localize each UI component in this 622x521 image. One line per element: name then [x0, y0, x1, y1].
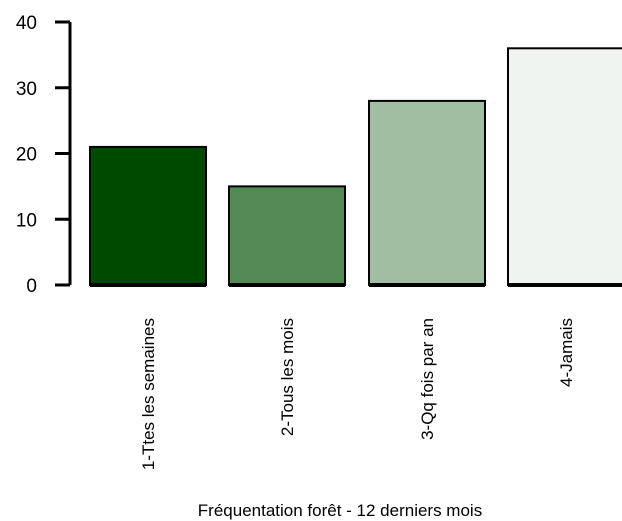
y-tick-label: 0 [26, 276, 37, 297]
x-tick-label: 3-Qq fois par an [418, 318, 437, 440]
y-tick-label: 30 [16, 79, 37, 100]
x-tick-label: 2-Tous les mois [278, 318, 297, 436]
bars [89, 47, 622, 287]
x-axis-title: Fréquentation forêt - 12 derniers mois [198, 501, 482, 520]
y-tick-label: 10 [16, 210, 37, 231]
bar [507, 47, 622, 286]
bar [368, 99, 486, 287]
y-tick-label: 40 [16, 13, 37, 34]
x-tick-label: 1-Ttes les semaines [139, 318, 158, 470]
y-tick-label: 20 [16, 145, 37, 166]
bar [228, 185, 346, 286]
bar [89, 145, 207, 286]
y-axis: 0 10 20 30 40 [16, 13, 72, 297]
x-tick-label: 4-Jamais [557, 318, 576, 387]
x-axis-labels: 1-Ttes les semaines 2-Tous les mois 3-Qq f… [139, 318, 576, 470]
